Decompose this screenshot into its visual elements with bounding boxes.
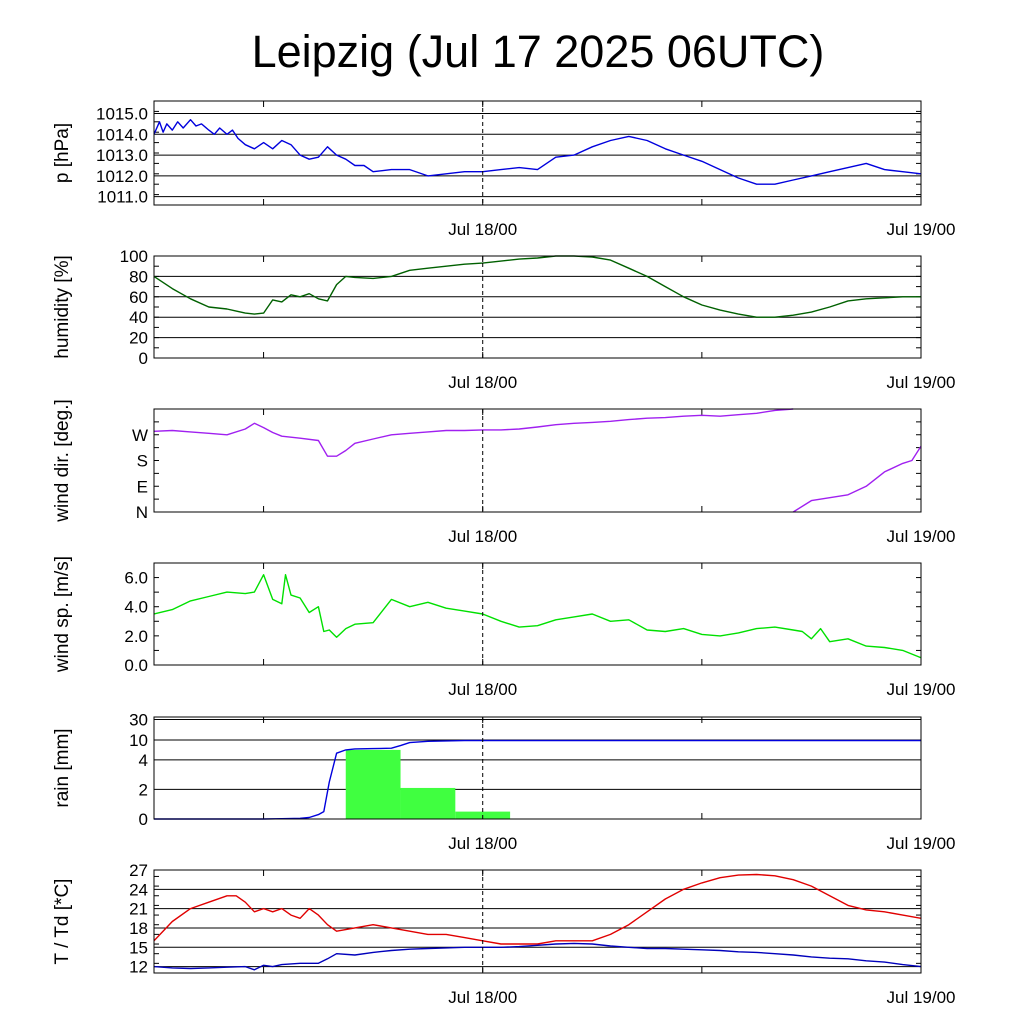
humidity-ytick-label: 40	[129, 308, 148, 327]
humidity-ytick-label: 60	[129, 288, 148, 307]
wind-speed-ylabel: wind sp. [m/s]	[52, 556, 73, 673]
wind-speed-ytick-label: 4.0	[124, 598, 148, 617]
temperature-series-line	[154, 873, 921, 945]
temperature-xtick-label: Jul 19/00	[887, 988, 956, 1007]
wind-direction-series-line	[154, 408, 794, 457]
p-xtick-label: Jul 19/00	[887, 220, 956, 239]
wind-speed-frame	[153, 562, 922, 666]
rain-ytick-label: 10	[129, 731, 148, 750]
temperature-xtick-label: Jul 18/00	[448, 988, 517, 1007]
temperature-ytick-label: 18	[129, 919, 148, 938]
humidity-xtick-label: Jul 18/00	[448, 373, 517, 392]
temperature-frame	[153, 869, 922, 974]
temperature-ytick-label: 24	[129, 880, 148, 899]
wind-speed-ytick-label: 6.0	[124, 569, 148, 588]
temperature-ytick-label: 21	[129, 900, 148, 919]
rain-ytick-label: 0	[139, 810, 148, 829]
wind-direction-xtick-label: Jul 19/00	[887, 527, 956, 546]
wind-direction-ylabel: wind dir. [deg.]	[52, 399, 73, 523]
chart-title: Leipzig (Jul 17 2025 06UTC)	[251, 26, 825, 77]
p-ytick-label: 1013.0	[96, 146, 148, 165]
wind-direction-ytick-label: W	[132, 426, 148, 445]
temperature-ylabel: T / Td [*C]	[52, 879, 73, 965]
rain-ytick-label: 30	[129, 711, 148, 730]
p-ytick-label: 1015.0	[96, 104, 148, 123]
wind-direction-ytick-label: N	[136, 503, 148, 522]
wind-speed-ytick-label: 0.0	[124, 656, 148, 675]
wind-speed-series-line	[154, 574, 921, 659]
rain-ytick-label: 4	[139, 751, 148, 770]
humidity-ytick-label: 80	[129, 267, 148, 286]
wind-direction-frame	[153, 408, 922, 513]
wind-speed-xtick-label: Jul 19/00	[887, 680, 956, 699]
wind-speed-xtick-label: Jul 18/00	[448, 680, 517, 699]
rain-bar	[345, 749, 401, 819]
wind-direction-series-line	[792, 445, 921, 513]
humidity-frame	[153, 255, 922, 359]
rain-xtick-label: Jul 18/00	[448, 834, 517, 853]
rain-series-line	[154, 739, 921, 820]
temperature-ytick-label: 15	[129, 938, 148, 957]
p-ytick-label: 1014.0	[96, 125, 148, 144]
humidity-ytick-label: 0	[139, 349, 148, 368]
humidity-series-line	[154, 255, 921, 318]
wind-direction-ytick-label: E	[137, 477, 148, 496]
rain-frame	[153, 716, 922, 820]
p-xtick-label: Jul 18/00	[448, 220, 517, 239]
wind-direction-xtick-label: Jul 18/00	[448, 527, 517, 546]
temperature-ytick-label: 27	[129, 861, 148, 880]
rain-bar	[400, 787, 456, 819]
p-ylabel: p [hPa]	[52, 123, 73, 183]
p-series-line	[154, 119, 921, 185]
rain-ylabel: rain [mm]	[52, 728, 73, 807]
wind-speed-ytick-label: 2.0	[124, 627, 148, 646]
humidity-ytick-label: 100	[120, 247, 148, 266]
p-ytick-label: 1012.0	[96, 167, 148, 186]
rain-xtick-label: Jul 19/00	[887, 834, 956, 853]
p-frame	[153, 100, 922, 206]
p-ytick-label: 1011.0	[97, 188, 148, 207]
humidity-ylabel: humidity [%]	[52, 255, 73, 358]
temperature-series-line	[154, 942, 921, 971]
temperature-ytick-label: 12	[129, 958, 148, 977]
rain-ytick-label: 2	[139, 780, 148, 799]
humidity-xtick-label: Jul 19/00	[887, 373, 956, 392]
wind-direction-ytick-label: S	[137, 452, 148, 471]
humidity-ytick-label: 20	[129, 329, 148, 348]
